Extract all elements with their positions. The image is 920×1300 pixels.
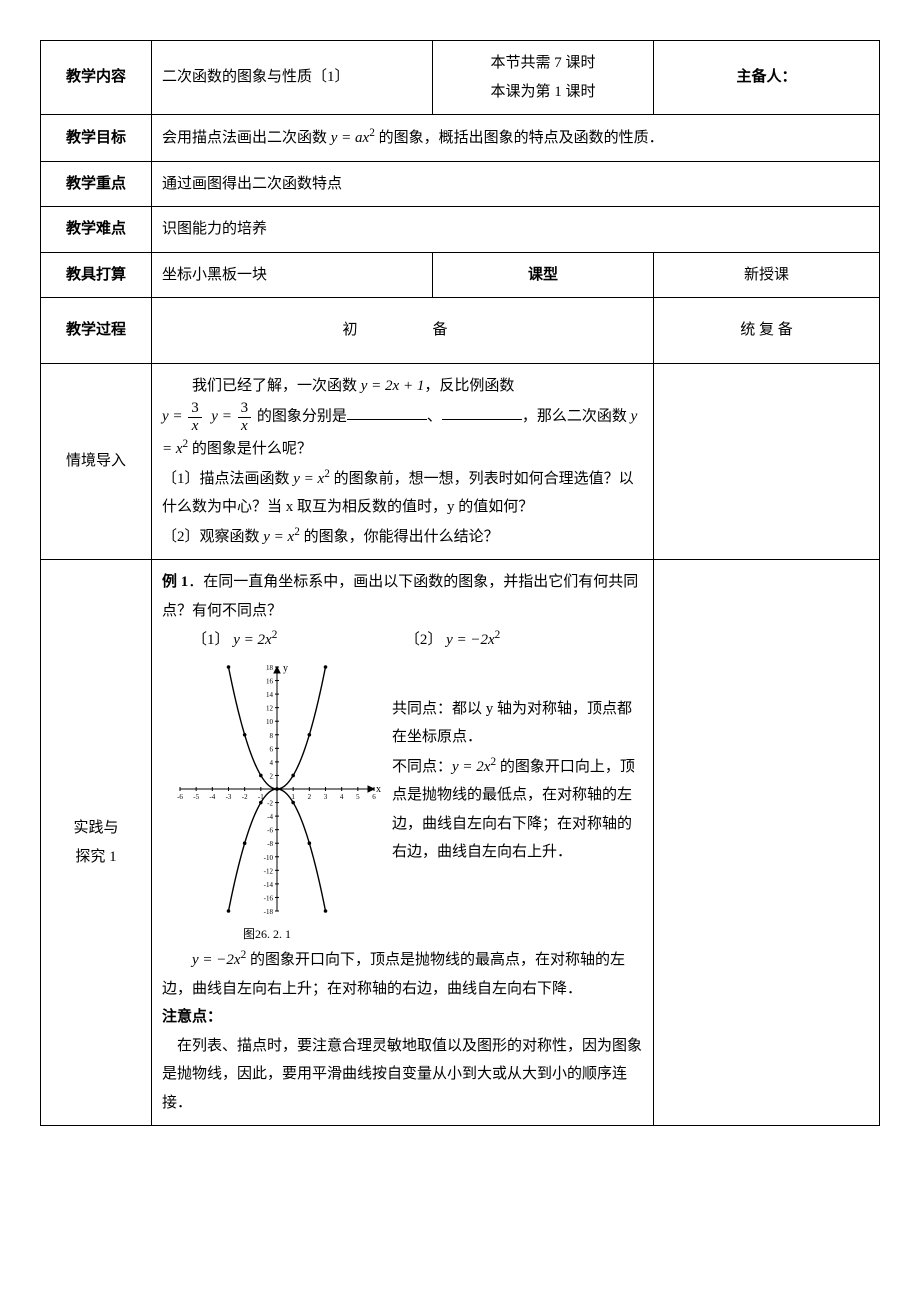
svg-text:-2: -2 — [242, 793, 248, 801]
graph-caption: 图26. 2. 1 — [162, 923, 372, 946]
svg-text:6: 6 — [270, 745, 274, 753]
note-label: 注意点： — [162, 1003, 643, 1032]
section2-review — [654, 560, 880, 1126]
prep-header: 初 备 — [152, 298, 654, 364]
keypoint-cell: 通过画图得出二次函数特点 — [152, 161, 880, 207]
label-difficulty: 教学难点 — [41, 207, 152, 253]
content-title: 二次函数的图象与性质〔1〕 — [152, 41, 433, 115]
type-cell: 新授课 — [654, 252, 880, 298]
common-point: 共同点：都以 y 轴为对称轴，顶点都在坐标原点． — [392, 695, 643, 752]
svg-text:8: 8 — [270, 731, 274, 739]
svg-text:3: 3 — [324, 793, 328, 801]
fraction-1: 3x — [188, 400, 202, 434]
goal-cell: 会用描点法画出二次函数 y = ax2 的图象，概括出图象的特点及函数的性质． — [152, 115, 880, 162]
periods-line2: 本课为第 1 课时 — [490, 84, 595, 100]
section2-label: 实践与 探究 1 — [41, 560, 152, 1126]
svg-text:-2: -2 — [267, 799, 273, 807]
svg-text:12: 12 — [266, 704, 274, 712]
diff-point: 不同点：y = 2x2 的图象开口向上，顶点是抛物线的最低点，在对称轴的左边，曲… — [392, 752, 643, 867]
tools-cell: 坐标小黑板一块 — [152, 252, 433, 298]
svg-text:y: y — [283, 663, 288, 674]
svg-text:2: 2 — [270, 772, 274, 780]
svg-text:-4: -4 — [209, 793, 215, 801]
difficulty-cell: 识图能力的培养 — [152, 207, 880, 253]
svg-text:-4: -4 — [267, 813, 273, 821]
svg-text:4: 4 — [270, 758, 274, 766]
svg-text:x: x — [376, 784, 381, 795]
host-cell: 主备人： — [654, 41, 880, 115]
blank-2 — [442, 404, 522, 420]
svg-text:-6: -6 — [267, 826, 273, 834]
svg-text:-3: -3 — [226, 793, 232, 801]
svg-text:-10: -10 — [264, 853, 274, 861]
periods-cell: 本节共需 7 课时 本课为第 1 课时 — [433, 41, 654, 115]
blank-1 — [347, 404, 427, 420]
svg-text:18: 18 — [266, 664, 274, 672]
parabola-graph: xy-6-5-4-3-2-1123456-18-16-14-12-10-8-6-… — [162, 655, 382, 946]
svg-text:4: 4 — [340, 793, 344, 801]
svg-text:5: 5 — [356, 793, 360, 801]
svg-text:-5: -5 — [193, 793, 199, 801]
section1-review — [654, 363, 880, 560]
label-type: 课型 — [433, 252, 654, 298]
svg-text:-12: -12 — [264, 867, 274, 875]
periods-line1: 本节共需 7 课时 — [490, 55, 595, 71]
label-goal: 教学目标 — [41, 115, 152, 162]
fraction-2: 3x — [238, 400, 252, 434]
review-header: 统 复 备 — [654, 298, 880, 364]
section1-body: 我们已经了解，一次函数 y = 2x + 1，反比例函数 y = 3x y = … — [152, 363, 654, 560]
svg-text:-6: -6 — [177, 793, 183, 801]
label-process: 教学过程 — [41, 298, 152, 364]
label-keypoint: 教学重点 — [41, 161, 152, 207]
section1-label: 情境导入 — [41, 363, 152, 560]
svg-text:16: 16 — [266, 677, 274, 685]
label-content: 教学内容 — [41, 41, 152, 115]
svg-text:-18: -18 — [264, 908, 274, 916]
svg-text:-16: -16 — [264, 894, 274, 902]
section2-body: 例 1．在同一直角坐标系中，画出以下函数的图象，并指出它们有何共同点？有何不同点… — [152, 560, 654, 1126]
svg-text:14: 14 — [266, 691, 274, 699]
svg-text:-14: -14 — [264, 880, 274, 888]
svg-text:10: 10 — [266, 718, 274, 726]
svg-text:6: 6 — [372, 793, 376, 801]
svg-text:2: 2 — [308, 793, 312, 801]
label-tools: 教具打算 — [41, 252, 152, 298]
note-text: 在列表、描点时，要注意合理灵敏地取值以及图形的对称性，因为图象是抛物线，因此，要… — [162, 1032, 643, 1118]
lesson-plan-table: 教学内容 二次函数的图象与性质〔1〕 本节共需 7 课时 本课为第 1 课时 主… — [40, 40, 880, 1126]
svg-text:-8: -8 — [267, 840, 273, 848]
